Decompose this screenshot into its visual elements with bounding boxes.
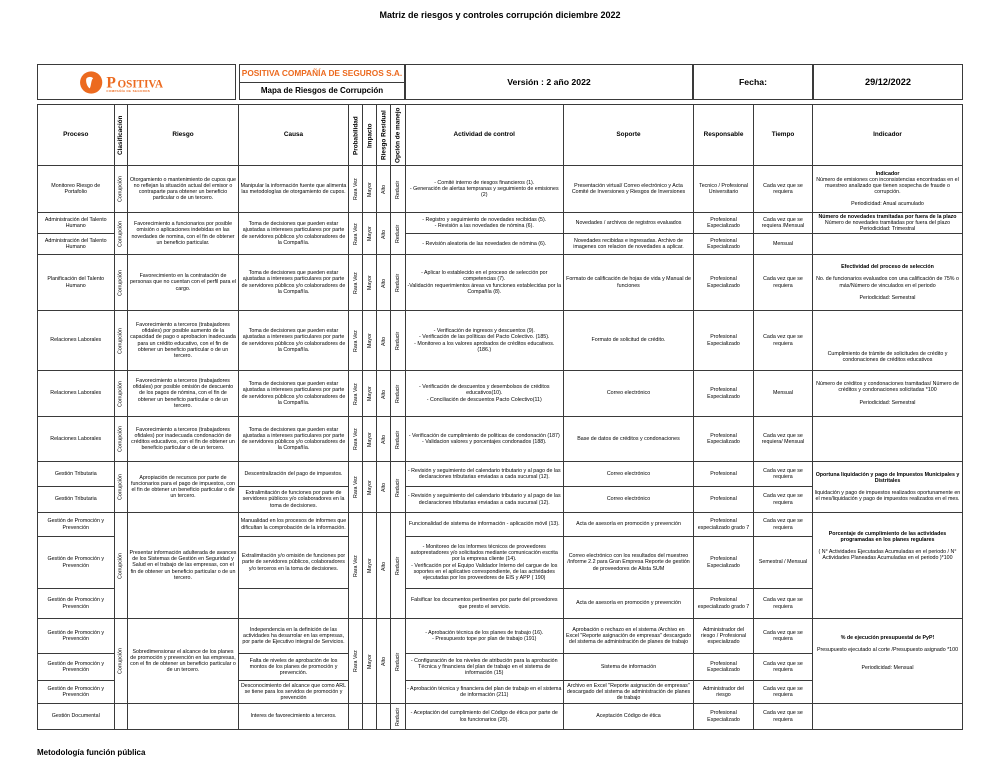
svg-text:COMPAÑÍA DE SEGUROS: COMPAÑÍA DE SEGUROS bbox=[106, 88, 150, 93]
svg-text:OSITIVA: OSITIVA bbox=[117, 78, 162, 90]
